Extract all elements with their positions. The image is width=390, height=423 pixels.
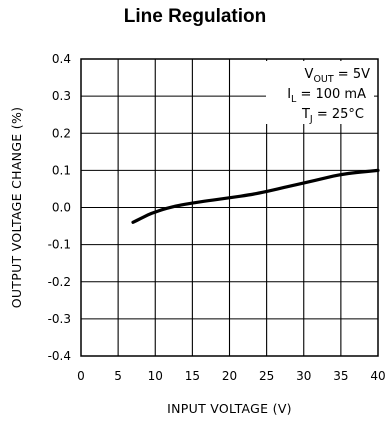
chart-title: Line Regulation <box>123 6 267 27</box>
x-tick-label: 35 <box>333 369 348 383</box>
x-tick-label: 10 <box>148 369 163 383</box>
x-tick-label: 15 <box>185 369 200 383</box>
annotation-line: TJ = 25°C <box>301 107 364 125</box>
y-tick-label: -0.4 <box>48 349 71 363</box>
series-line <box>131 168 380 224</box>
plot-frame <box>80 58 379 357</box>
annotation-background <box>266 61 374 124</box>
y-tick-label: 0.0 <box>52 201 71 215</box>
annotation-line: IL = 100 mA <box>287 87 366 105</box>
y-tick-label: 0.1 <box>52 163 71 177</box>
y-tick-label: 0.4 <box>52 52 71 66</box>
y-tick-label: -0.3 <box>48 312 71 326</box>
y-tick-label: -0.1 <box>48 238 71 252</box>
tick-labels: 0 5 10 15 20 25 30 35 40 0.4 0.3 0.2 0.1 0.0 -0.1 -0.2 -… <box>48 52 386 383</box>
y-tick-label: -0.2 <box>48 275 71 289</box>
x-tick-label: 0 <box>77 369 85 383</box>
y-axis-title: OUTPUT VOLTAGE CHANGE (%) <box>9 107 24 309</box>
x-tick-label: 40 <box>370 369 385 383</box>
x-tick-label: 25 <box>259 369 274 383</box>
y-tick-label: 0.3 <box>52 89 71 103</box>
x-tick-label: 20 <box>222 369 237 383</box>
grid <box>81 59 378 356</box>
conditions-annotation: VOUT = 5V IL = 100 mA TJ = 25°C <box>266 61 374 125</box>
x-tick-label: 30 <box>296 369 311 383</box>
x-axis-title: INPUT VOLTAGE (V) <box>167 401 292 416</box>
y-tick-label: 0.2 <box>52 126 71 140</box>
annotation-line: VOUT = 5V <box>305 67 371 85</box>
x-tick-label: 5 <box>114 369 122 383</box>
